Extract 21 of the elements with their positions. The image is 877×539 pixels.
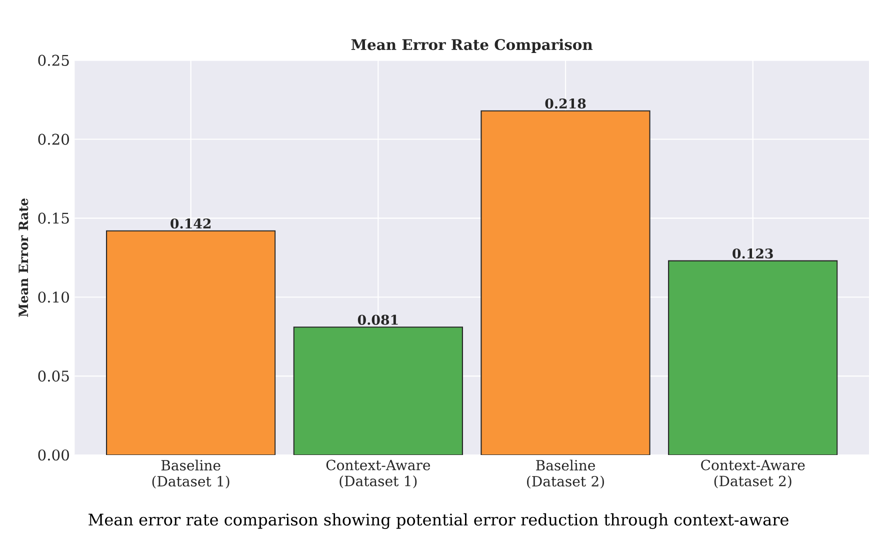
chart-title: Mean Error Rate Comparison [351,38,593,53]
bar [668,260,838,455]
y-tick-label: 0.25 [38,54,69,66]
y-tick-label: 0.10 [38,292,69,303]
y-tick-label: 0.00 [38,449,69,461]
y-tick-label: 0.05 [38,370,69,382]
data-label: 0.218 [545,98,586,109]
bar [480,110,650,455]
bar [293,326,464,455]
x-tick-label: Context-Aware (Dataset 2) [701,460,805,488]
y-tick-label: 0.20 [38,134,69,145]
data-label: 0.142 [170,218,211,229]
bar [106,230,276,455]
x-tick-label: Baseline (Dataset 1) [152,460,230,489]
y-tick-label: 0.15 [38,212,69,224]
data-label: 0.123 [732,248,773,259]
y-axis-title: Mean Error Rate [18,198,28,317]
text: Mean error rate comparison showing potential error reduction through context-aware [88,513,788,529]
x-tick-label: Context-Aware (Dataset 1) [326,460,430,488]
x-tick-label: Baseline (Dataset 2) [527,460,604,489]
data-label: 0.081 [358,314,398,325]
